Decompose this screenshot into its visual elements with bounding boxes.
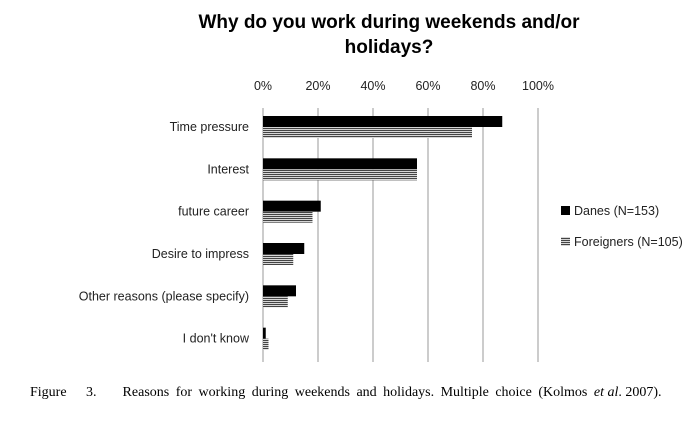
bar-foreigners	[263, 127, 472, 138]
caption-italic: et al	[593, 385, 619, 400]
bar-danes	[263, 200, 321, 212]
legend-swatch-danes	[561, 206, 570, 215]
bar-foreigners	[263, 338, 269, 350]
bar-danes	[263, 116, 503, 127]
bar-foreigners	[263, 254, 294, 265]
caption-prefix: Figure 3. Reasons for working during wee…	[30, 385, 594, 400]
bar-foreigners	[263, 169, 417, 181]
legend: Danes (N=153) Foreigners (N=105)	[561, 204, 683, 249]
x-tick-labels: 0% 20% 40% 60% 80% 100%	[254, 79, 554, 93]
x-tick-label: 0%	[254, 79, 272, 93]
legend-label-foreigners: Foreigners (N=105)	[574, 235, 683, 249]
x-tick-label: 100%	[522, 79, 554, 93]
bar-foreigners	[263, 296, 288, 308]
bar-danes	[263, 158, 417, 170]
category-labels: Time pressure Interest future career Desire…	[79, 120, 250, 346]
category-label: I don't know	[183, 332, 250, 346]
chart: Why do you work during weekends and/or h…	[79, 12, 683, 362]
legend-label-danes: Danes (N=153)	[574, 204, 659, 218]
category-label: Interest	[207, 162, 249, 176]
grid-lines	[262, 108, 539, 362]
legend-swatch-foreigners	[561, 237, 570, 246]
chart-title-line-1: Why do you work during weekends and/or	[198, 12, 580, 33]
category-label: future career	[178, 205, 249, 219]
x-tick-label: 60%	[415, 79, 440, 93]
bar-foreigners	[263, 211, 313, 223]
caption-suffix: . 2007).	[618, 385, 662, 400]
x-tick-label: 80%	[470, 79, 495, 93]
bar-danes	[263, 243, 305, 254]
bar-danes	[263, 285, 296, 297]
x-tick-label: 20%	[305, 79, 330, 93]
category-label: Desire to impress	[152, 247, 249, 261]
category-label: Time pressure	[170, 120, 249, 134]
x-tick-label: 40%	[360, 79, 385, 93]
category-label: Other reasons (please specify)	[79, 289, 249, 303]
bar-danes	[263, 327, 266, 339]
figure-caption: Figure 3. Reasons for working during wee…	[30, 385, 690, 401]
chart-title-line-2: holidays?	[345, 37, 434, 58]
bars	[263, 116, 503, 350]
